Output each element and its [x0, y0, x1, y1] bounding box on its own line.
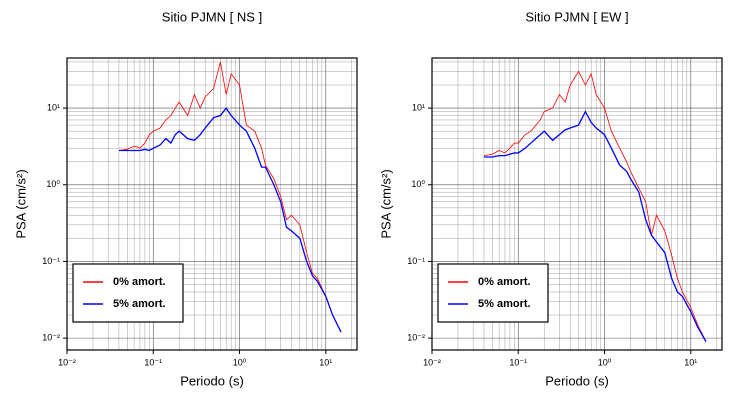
legend-label: 5% amort. — [478, 298, 531, 310]
plot-frame — [431, 57, 723, 351]
legend-label: 0% amort. — [113, 276, 166, 288]
x-tick-label: 10⁰ — [598, 357, 612, 367]
y-tick-label: 10¹ — [412, 102, 425, 112]
legend-box — [72, 263, 184, 323]
x-tick-label: 10⁰ — [233, 357, 247, 367]
series-line — [483, 110, 707, 342]
y-axis-label: PSA (cm/s²) — [378, 169, 393, 238]
legend-label: 0% amort. — [478, 276, 531, 288]
x-tick-label: 10¹ — [684, 357, 697, 367]
y-tick-label: 10⁻¹ — [42, 256, 60, 266]
plot-frame — [66, 57, 358, 351]
legend-label: 5% amort. — [113, 298, 166, 310]
series-line — [118, 61, 342, 333]
y-tick-label: 10⁰ — [411, 179, 425, 189]
y-tick-label: 10⁻¹ — [407, 256, 425, 266]
x-tick-label: 10⁻¹ — [509, 357, 527, 367]
x-tick-label: 10⁻¹ — [144, 357, 162, 367]
series-line — [118, 106, 342, 333]
x-tick-label: 10¹ — [319, 357, 332, 367]
x-tick-label: 10⁻² — [423, 357, 441, 367]
series-line — [483, 70, 707, 342]
y-tick-label: 10¹ — [47, 102, 60, 112]
chart-title: Sitio PJMN [ NS ] — [162, 9, 262, 24]
chart-title: Sitio PJMN [ EW ] — [525, 9, 628, 24]
x-axis-label: Periodo (s) — [545, 373, 609, 388]
y-tick-label: 10⁻² — [42, 332, 60, 342]
x-axis-label: Periodo (s) — [180, 373, 244, 388]
y-tick-label: 10⁻² — [407, 332, 425, 342]
x-tick-label: 10⁻² — [58, 357, 76, 367]
y-tick-label: 10⁰ — [46, 179, 60, 189]
legend-box — [437, 263, 549, 323]
y-axis-label: PSA (cm/s²) — [13, 169, 28, 238]
